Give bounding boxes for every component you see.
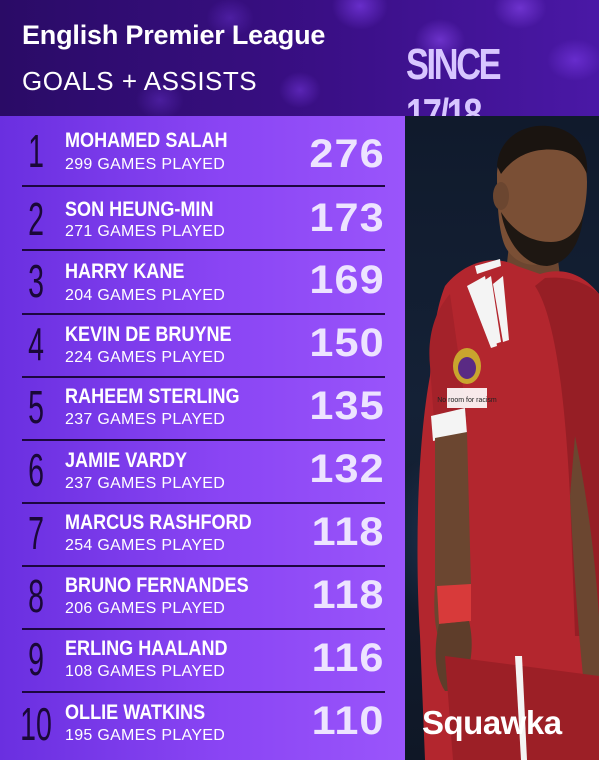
divider — [22, 565, 385, 567]
games-played: 195 GAMES PLAYED — [65, 727, 226, 744]
goals-assists-total: 116 — [312, 636, 385, 680]
rank-number: 7 — [28, 507, 44, 559]
rank-number: 10 — [20, 698, 52, 750]
rank-number: 4 — [28, 318, 44, 370]
rankings-table: 1 MOHAMED SALAH 299 GAMES PLAYED 276 2 S… — [0, 116, 405, 760]
table-row: 5 RAHEEM STERLING 237 GAMES PLAYED 135 — [0, 376, 405, 439]
since-label: SINCE 17/18 — [406, 40, 502, 139]
squawka-logo: Squawka — [422, 704, 562, 741]
player-name: MARCUS RASHFORD — [65, 511, 252, 534]
goals-assists-total: 150 — [309, 321, 385, 365]
divider — [22, 628, 385, 630]
rank-number: 5 — [28, 381, 44, 433]
player-name: SON HEUNG-MIN — [65, 198, 214, 221]
divider — [22, 185, 385, 187]
rank-number: 9 — [28, 633, 44, 685]
divider — [22, 439, 385, 441]
rank-number: 2 — [28, 193, 44, 245]
header: English Premier League GOALS + ASSISTS S… — [0, 0, 599, 139]
player-name: ERLING HAALAND — [65, 637, 228, 660]
player-name: JAMIE VARDY — [65, 449, 188, 472]
player-name: KEVIN DE BRUYNE — [65, 323, 232, 346]
divider — [22, 502, 385, 504]
games-played: 254 GAMES PLAYED — [65, 537, 226, 554]
games-played: 204 GAMES PLAYED — [65, 287, 226, 304]
table-row: 2 SON HEUNG-MIN 271 GAMES PLAYED 173 — [0, 186, 405, 249]
games-played: 108 GAMES PLAYED — [65, 663, 226, 680]
player-name: BRUNO FERNANDES — [65, 574, 249, 597]
table-row: 7 MARCUS RASHFORD 254 GAMES PLAYED 118 — [0, 502, 405, 565]
table-row: 4 KEVIN DE BRUYNE 224 GAMES PLAYED 150 — [0, 313, 405, 376]
page-title: English Premier League — [22, 20, 326, 50]
goals-assists-total: 135 — [309, 384, 385, 428]
rank-number: 3 — [28, 255, 44, 307]
goals-assists-total: 110 — [312, 699, 385, 743]
divider — [22, 313, 385, 315]
games-played: 237 GAMES PLAYED — [65, 411, 226, 428]
divider — [22, 691, 385, 693]
player-name: HARRY KANE — [65, 260, 185, 283]
divider — [22, 249, 385, 251]
games-played: 206 GAMES PLAYED — [65, 600, 226, 617]
rank-number: 8 — [28, 570, 44, 622]
goals-assists-total: 132 — [309, 447, 385, 491]
player-name: OLLIE WATKINS — [65, 701, 206, 724]
games-played: 224 GAMES PLAYED — [65, 349, 226, 366]
goals-assists-total: 276 — [309, 132, 385, 176]
divider — [22, 376, 385, 378]
rank-number: 1 — [28, 125, 44, 177]
table-row: 10 OLLIE WATKINS 195 GAMES PLAYED 110 — [0, 691, 405, 754]
goals-assists-total: 118 — [312, 573, 385, 617]
table-row: 1 MOHAMED SALAH 299 GAMES PLAYED 276 — [0, 116, 405, 179]
page-subtitle: GOALS + ASSISTS — [22, 66, 258, 96]
games-played: 299 GAMES PLAYED — [65, 156, 226, 173]
goals-assists-total: 118 — [312, 510, 385, 554]
player-photo: No room for racism — [405, 116, 599, 760]
table-row: 6 JAMIE VARDY 237 GAMES PLAYED 132 — [0, 439, 405, 502]
sponsor-patch-text: No room for racism — [437, 397, 497, 404]
rank-number: 6 — [28, 444, 44, 496]
table-row: 9 ERLING HAALAND 108 GAMES PLAYED 116 — [0, 628, 405, 691]
player-name: RAHEEM STERLING — [65, 385, 240, 408]
goals-assists-total: 173 — [309, 196, 385, 240]
goals-assists-total: 169 — [309, 258, 385, 302]
table-row: 8 BRUNO FERNANDES 206 GAMES PLAYED 118 — [0, 565, 405, 628]
player-name: MOHAMED SALAH — [65, 129, 228, 152]
games-played: 237 GAMES PLAYED — [65, 475, 226, 492]
player-photo-icon: No room for racism — [417, 125, 599, 760]
games-played: 271 GAMES PLAYED — [65, 223, 226, 240]
table-row: 3 HARRY KANE 204 GAMES PLAYED 169 — [0, 250, 405, 313]
